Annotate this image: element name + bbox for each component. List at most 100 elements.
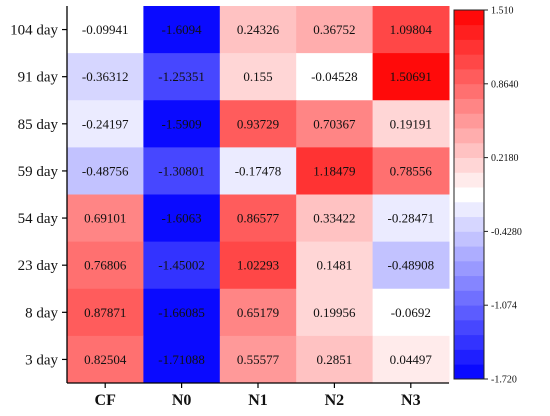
- cell-value-label: -1.5909: [162, 116, 202, 131]
- heatmap-cell: [372, 53, 450, 101]
- colorbar-swatch: [454, 69, 484, 85]
- colorbar-tick-label: -0.4280: [491, 227, 522, 238]
- cell-value-label: 0.04497: [390, 352, 433, 367]
- row-label: 85 day: [18, 117, 59, 133]
- cell-value-labels: -0.09941 -1.6094 0.24326 0.36752 1.09804 -0.3…: [82, 22, 434, 367]
- cell-value-label: 1.50691: [390, 69, 432, 84]
- cell-value-label: -0.48908: [388, 258, 435, 273]
- cell-value-label: -1.6063: [162, 211, 202, 226]
- heatmap-cell: [219, 147, 297, 195]
- cell-value-label: -0.28471: [388, 211, 435, 226]
- heatmap-cell: [219, 288, 297, 337]
- cell-value-label: 1.02293: [237, 258, 279, 273]
- heatmap-cell: [372, 147, 450, 195]
- row-label: 59 day: [18, 164, 59, 180]
- heatmap-cell: [143, 6, 221, 54]
- heatmap-cell: [143, 194, 221, 243]
- column-label: N1: [248, 392, 268, 409]
- column-labels: CF N0 N1 N2 N3: [95, 383, 421, 409]
- colorbar-swatch: [454, 290, 484, 306]
- colorbar-swatch: [454, 364, 484, 380]
- colorbar-swatch: [454, 83, 484, 99]
- row-label: 3 day: [25, 352, 58, 368]
- colorbar-swatch: [454, 172, 484, 188]
- cell-value-label: -1.30801: [158, 163, 205, 178]
- heatmap-cell: [296, 194, 374, 243]
- colorbar-swatch: [454, 10, 484, 26]
- heatmap-cell: [67, 147, 144, 195]
- cell-value-label: 0.36752: [313, 22, 355, 37]
- colorbar-swatch: [454, 216, 484, 232]
- colorbar-swatch: [454, 128, 484, 144]
- cell-value-label: 0.155: [243, 69, 272, 84]
- colorbar-swatch: [454, 54, 484, 70]
- colorbar-swatch: [454, 334, 484, 350]
- heatmap-cell: [67, 100, 144, 148]
- heatmap-cell: [143, 53, 221, 101]
- heatmap-cell: [143, 147, 221, 195]
- cell-value-label: 0.82504: [84, 352, 127, 367]
- cell-value-label: 0.69101: [84, 211, 126, 226]
- colorbar-tick-label: 0.8640: [491, 79, 519, 90]
- colorbar-frame: [453, 9, 485, 380]
- cell-value-label: 0.93729: [237, 116, 279, 131]
- cell-value-label: -0.09941: [82, 22, 129, 37]
- cell-value-label: -0.36312: [82, 69, 129, 84]
- cell-value-label: -1.45002: [158, 258, 205, 273]
- heatmap-cell: [372, 194, 450, 243]
- heatmap-cell: [67, 6, 144, 54]
- colorbar-swatch: [454, 142, 484, 158]
- colorbar-swatch: [454, 157, 484, 173]
- colorbar-swatch: [454, 24, 484, 40]
- cell-value-label: -0.04528: [311, 69, 358, 84]
- heatmap-cell: [296, 6, 374, 54]
- colorbar-swatch: [454, 319, 484, 336]
- cell-value-label: -0.0692: [391, 305, 431, 320]
- colorbar-swatch: [454, 231, 484, 247]
- cell-value-label: -0.48756: [82, 163, 129, 178]
- colorbar-tick-label: -1.720: [491, 375, 517, 386]
- colorbar-swatch: [454, 187, 484, 203]
- heatmap-cell: [296, 288, 374, 337]
- heatmap-cell: [372, 288, 450, 337]
- heatmap-cells: [67, 6, 450, 384]
- cell-value-label: 1.09804: [390, 22, 433, 37]
- heatmap-cell: [219, 194, 297, 243]
- heatmap-cell: [372, 6, 450, 54]
- cell-value-label: 0.55577: [237, 352, 280, 367]
- cell-value-label: 0.19191: [390, 116, 432, 131]
- cell-value-label: 0.1481: [317, 258, 353, 273]
- cell-value-label: 0.70367: [313, 116, 356, 131]
- heatmap-cell: [67, 335, 144, 384]
- heatmap-cell: [143, 288, 221, 337]
- column-label: N2: [325, 392, 345, 409]
- row-label: 23 day: [18, 258, 59, 274]
- cell-value-label: 1.18479: [313, 163, 355, 178]
- colorbar-swatch: [454, 260, 484, 277]
- colorbar-swatch: [454, 349, 484, 365]
- column-label: N3: [401, 392, 421, 409]
- column-label: N0: [172, 392, 192, 409]
- cell-value-label: 0.19956: [313, 305, 356, 320]
- colorbar: 1.510 0.8640 0.2180 -0.4280 -1.074 -1.720: [453, 6, 522, 386]
- row-label: 104 day: [10, 23, 58, 39]
- cell-value-label: -0.17478: [235, 163, 282, 178]
- cell-value-label: 0.65179: [237, 305, 279, 320]
- colorbar-swatch: [454, 275, 484, 291]
- cell-value-label: 0.24326: [237, 22, 280, 37]
- row-label: 91 day: [18, 70, 59, 86]
- colorbar-swatch: [454, 98, 484, 114]
- heatmap-cell: [219, 53, 297, 101]
- cell-value-label: -1.25351: [158, 69, 205, 84]
- colorbar-tick-label: 1.510: [491, 6, 514, 17]
- cell-value-label: -1.71088: [158, 352, 205, 367]
- colorbar-swatch: [454, 201, 484, 218]
- row-label: 54 day: [18, 211, 59, 227]
- heatmap-cell: [67, 288, 144, 337]
- cell-value-label: 0.78556: [390, 163, 433, 178]
- heatmap-cell: [296, 53, 374, 101]
- cell-value-label: 0.33422: [313, 211, 355, 226]
- heatmap-cell: [372, 100, 450, 148]
- cell-value-label: -1.6094: [162, 22, 203, 37]
